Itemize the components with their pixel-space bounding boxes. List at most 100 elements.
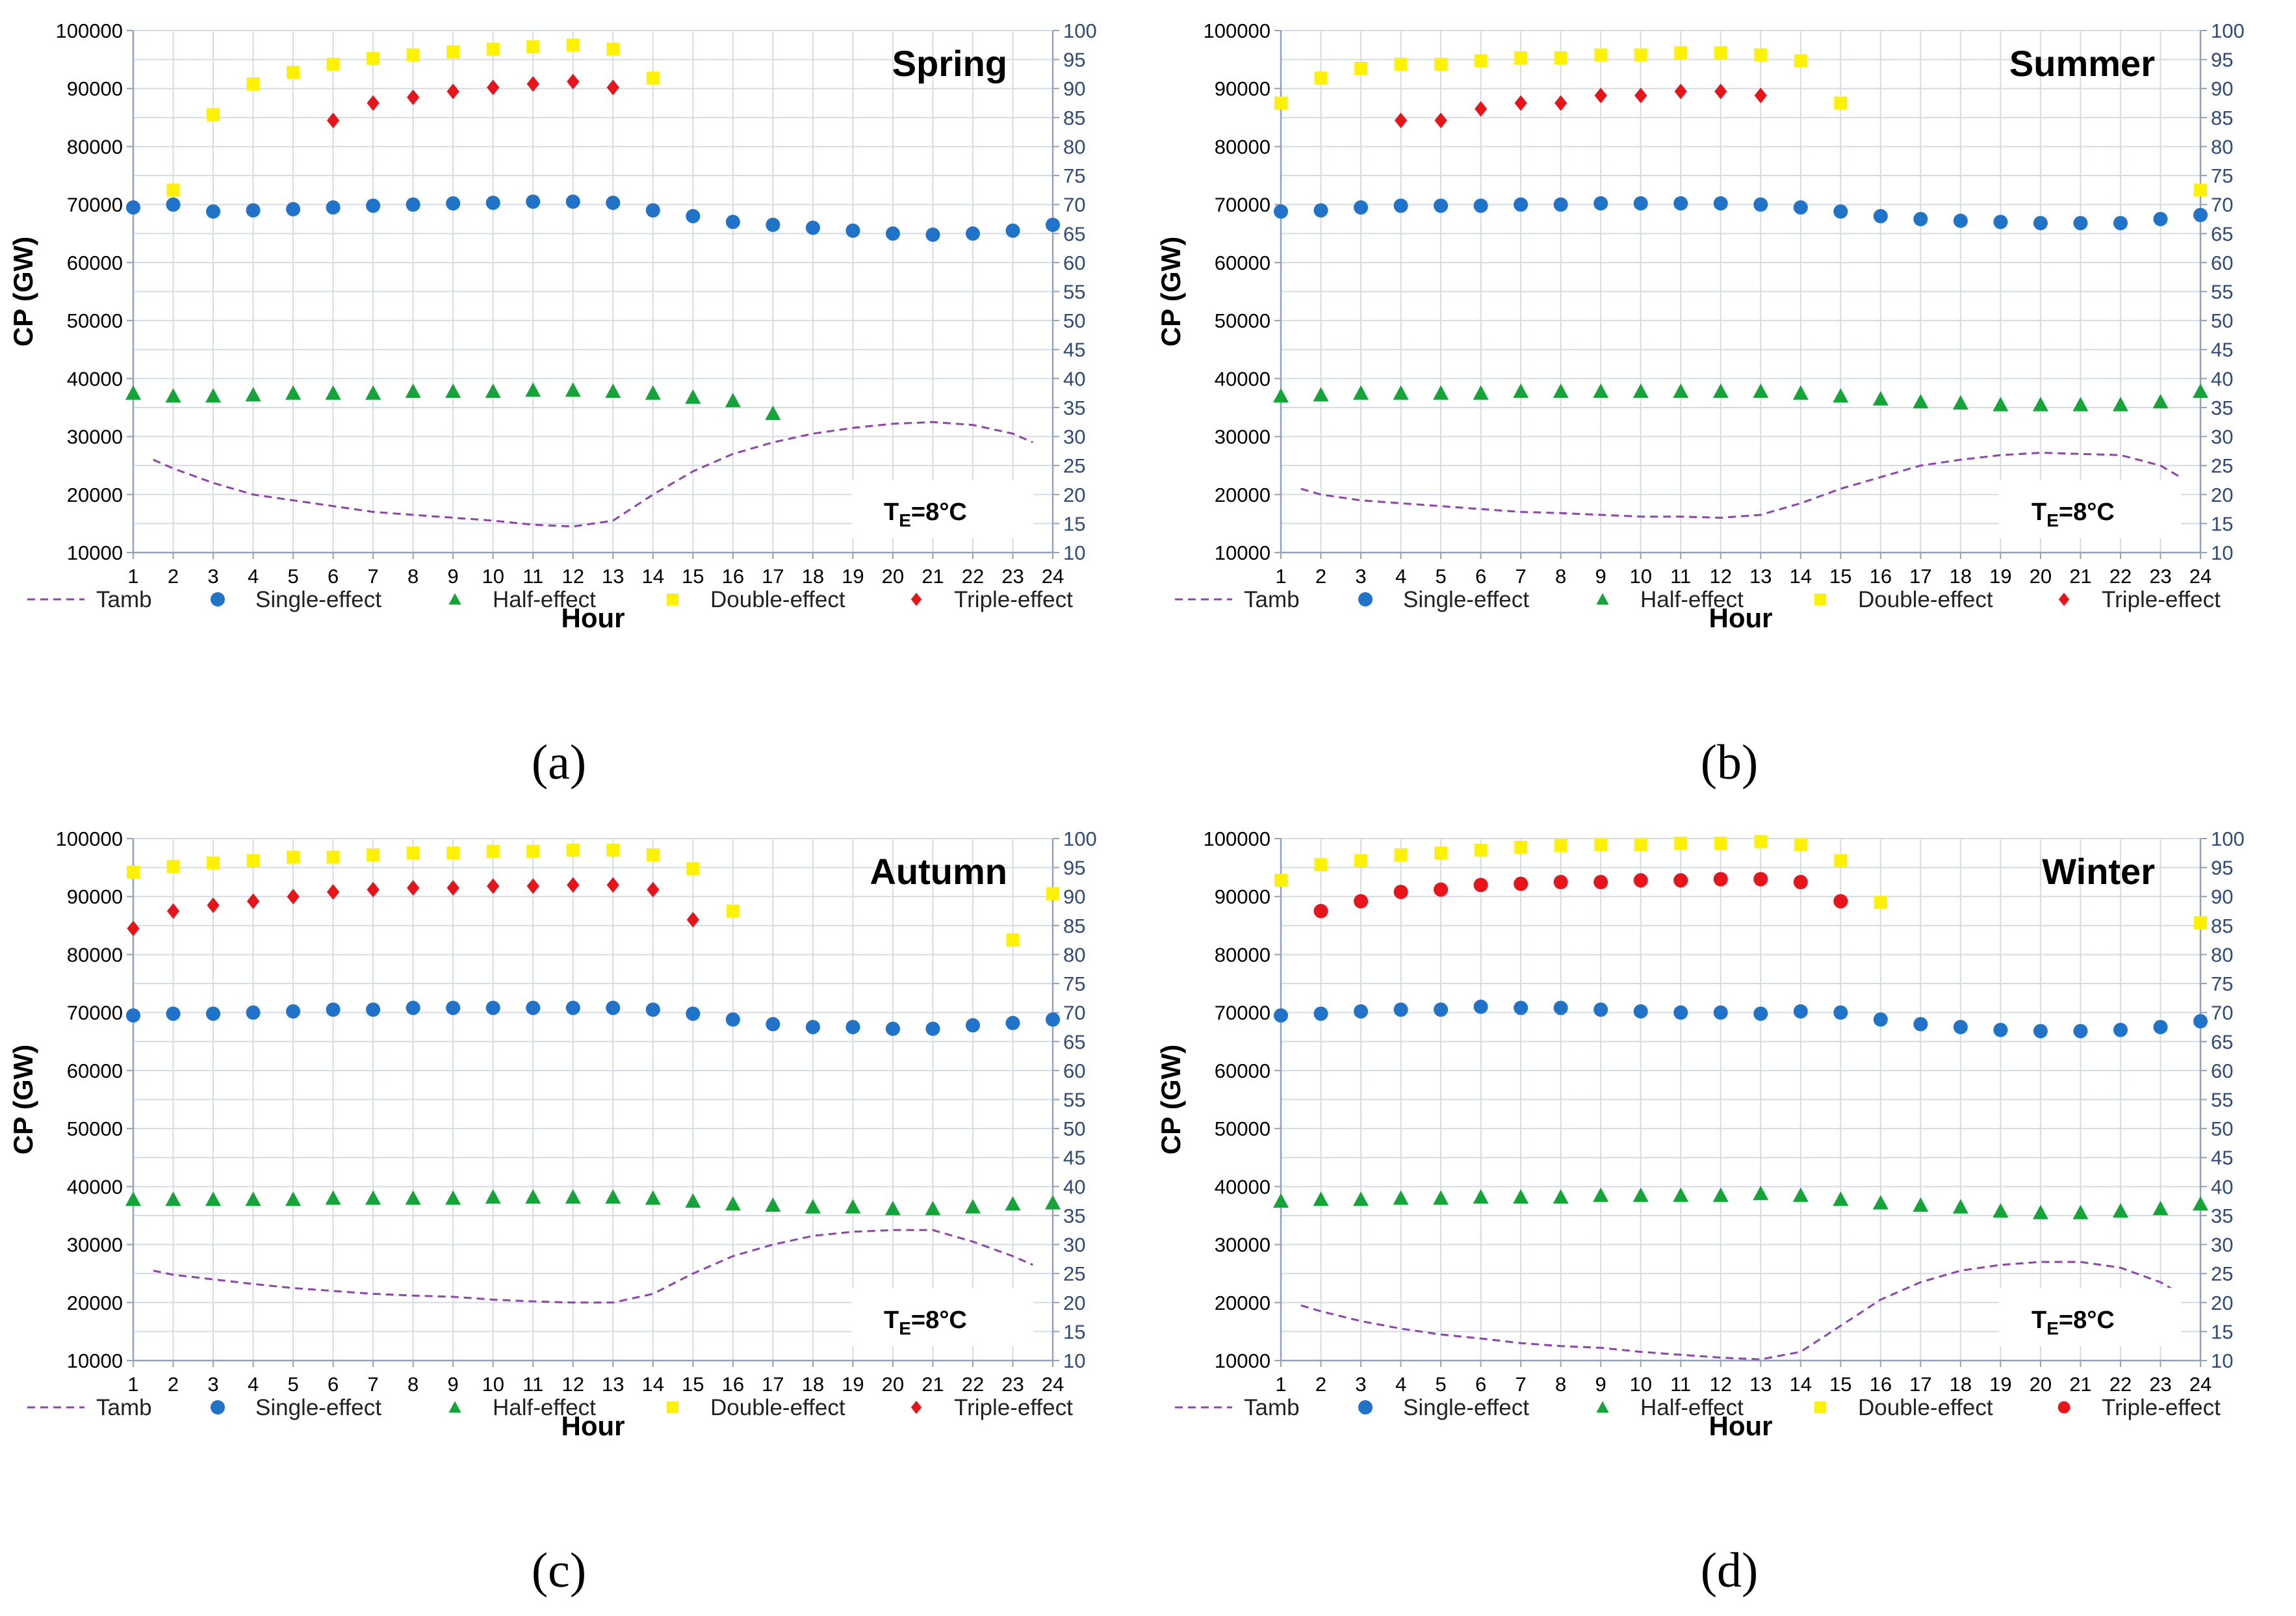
chart-panel-b: 10000 20000 30000 40000 50000 60000 70000 80000… xyxy=(1148,0,2295,808)
x-tick-label: 17 xyxy=(762,565,784,588)
right-tick-label: 60 xyxy=(2211,1060,2233,1082)
right-tick-label: 100 xyxy=(1063,828,1097,850)
double-point xyxy=(526,844,540,858)
triple-point xyxy=(487,878,500,894)
legend-single-swatch xyxy=(211,592,225,606)
right-tick-label: 65 xyxy=(2211,222,2233,245)
single-point xyxy=(1953,1019,1968,1034)
half-point xyxy=(1005,1196,1021,1211)
single-point xyxy=(1046,1012,1060,1027)
half-point xyxy=(1753,1186,1769,1201)
x-tick-label: 4 xyxy=(1395,1373,1406,1396)
te-annotation: TE=8°C xyxy=(884,499,967,530)
x-tick-label: 6 xyxy=(1475,565,1486,588)
right-tick-label: 60 xyxy=(1063,1060,1085,1082)
triple-point xyxy=(606,877,619,893)
x-tick-label: 10 xyxy=(1629,1373,1651,1396)
x-tick-label: 10 xyxy=(1629,565,1651,588)
x-tick-label: 3 xyxy=(1355,565,1366,588)
right-tick-label: 80 xyxy=(2211,135,2233,158)
single-point xyxy=(1514,197,1529,212)
right-tick-label: 50 xyxy=(1063,1117,1085,1140)
legend-triple-swatch xyxy=(2058,592,2070,606)
single-point xyxy=(1553,1000,1568,1015)
half-point xyxy=(1353,1191,1369,1206)
double-point xyxy=(1874,896,1887,909)
single-point xyxy=(1633,196,1648,211)
half-point xyxy=(685,1193,701,1208)
single-point xyxy=(206,1006,221,1021)
triple-point xyxy=(1714,83,1727,99)
left-tick-label: 80000 xyxy=(67,135,123,158)
single-point xyxy=(565,194,580,209)
legend-triple-swatch xyxy=(910,592,922,606)
single-point xyxy=(1873,1012,1888,1027)
single-point xyxy=(1553,197,1568,212)
panel-label: (d) xyxy=(1700,1543,1759,1598)
single-point xyxy=(606,1000,621,1015)
single-point xyxy=(1313,1006,1328,1021)
right-tick-label: 40 xyxy=(2211,1175,2233,1198)
half-point xyxy=(884,1201,901,1216)
single-point xyxy=(206,204,221,219)
x-tick-label: 9 xyxy=(448,1373,459,1396)
single-point xyxy=(446,1000,461,1015)
left-tick-label: 50000 xyxy=(67,1117,123,1140)
left-tick-label: 80000 xyxy=(1215,135,1271,158)
single-point xyxy=(1673,196,1688,211)
double-point xyxy=(1394,848,1408,861)
x-tick-label: 20 xyxy=(2030,565,2052,588)
right-tick-label: 15 xyxy=(1063,512,1085,535)
legend-double-swatch xyxy=(1814,1401,1826,1413)
x-tick-label: 9 xyxy=(1595,565,1606,588)
right-tick-label: 90 xyxy=(2211,885,2233,908)
legend-double-label: Double-effect xyxy=(1858,1395,1993,1420)
right-tick-label: 35 xyxy=(2211,397,2233,419)
single-point xyxy=(725,215,740,229)
half-point xyxy=(1872,1195,1889,1210)
left-tick-label: 60000 xyxy=(67,1060,123,1082)
half-point xyxy=(1593,1187,1609,1202)
x-tick-label: 22 xyxy=(2109,565,2132,588)
right-tick-label: 55 xyxy=(2211,1089,2233,1112)
double-point xyxy=(326,850,340,864)
x-tick-label: 5 xyxy=(287,565,298,588)
x-tick-label: 19 xyxy=(842,565,864,588)
half-point xyxy=(1632,1187,1649,1202)
triple-point xyxy=(1514,876,1529,891)
single-point xyxy=(1514,1000,1529,1015)
legend-half-swatch xyxy=(1596,593,1609,605)
right-tick-label: 30 xyxy=(2211,1234,2233,1257)
chart-panel-a: 10000 20000 30000 40000 50000 60000 70000 80000… xyxy=(0,0,1148,808)
left-tick-label: 40000 xyxy=(1215,367,1271,390)
single-point xyxy=(1793,1004,1808,1019)
triple-point xyxy=(166,903,180,919)
te-annotation-box xyxy=(1999,480,2181,538)
x-tick-label: 21 xyxy=(922,1373,944,1396)
triple-point xyxy=(526,878,539,894)
right-tick-label: 70 xyxy=(1063,194,1085,216)
x-tick-label: 5 xyxy=(1435,565,1446,588)
double-point xyxy=(686,862,700,876)
double-point xyxy=(1714,46,1727,59)
triple-series xyxy=(127,877,699,937)
double-point xyxy=(486,844,500,858)
single-point xyxy=(885,1021,900,1036)
x-tick-label: 23 xyxy=(2149,565,2171,588)
te-annotation: TE=8°C xyxy=(2032,1307,2115,1338)
single-point xyxy=(606,195,621,210)
right-tick-label: 45 xyxy=(1063,1147,1085,1169)
te-annotation: TE=8°C xyxy=(884,1307,967,1338)
double-point xyxy=(646,848,660,861)
single-point xyxy=(805,1019,820,1034)
x-tick-label: 11 xyxy=(1670,565,1691,588)
left-tick-label: 10000 xyxy=(1215,541,1271,564)
right-tick-label: 35 xyxy=(1063,1205,1085,1227)
triple-point xyxy=(487,79,500,96)
single-point xyxy=(246,203,261,218)
left-tick-label: 40000 xyxy=(1215,1175,1271,1198)
x-tick-label: 8 xyxy=(407,565,419,588)
right-tick-label: 75 xyxy=(1063,164,1085,187)
right-tick-label: 45 xyxy=(2211,339,2233,361)
half-point xyxy=(325,1190,341,1205)
